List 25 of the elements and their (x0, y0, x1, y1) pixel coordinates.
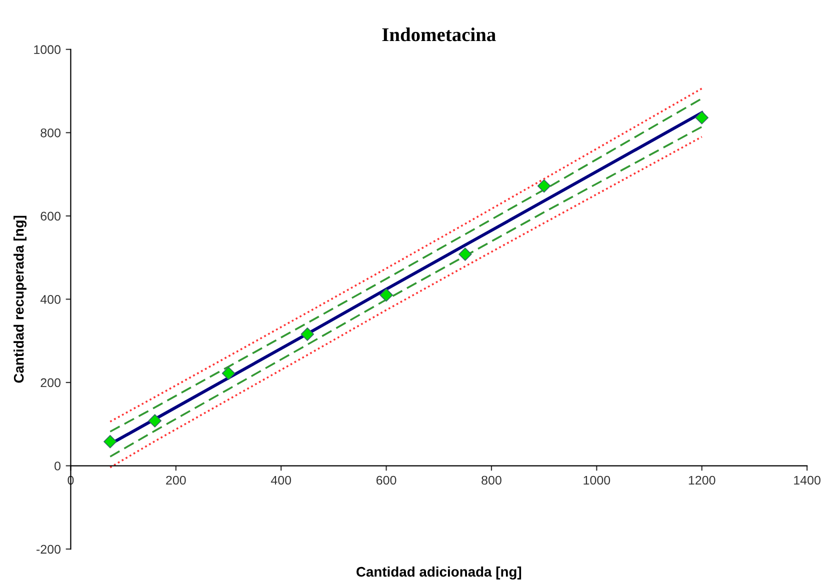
y-tick-label: -200 (36, 544, 61, 554)
y-tick-label: 0 (54, 462, 61, 470)
x-tick-label: 200 (166, 476, 186, 485)
point (104, 434, 117, 448)
x-tick-label: 1400 (794, 476, 820, 485)
y-tick-label: 600 (40, 212, 61, 221)
x-tick-label: 400 (270, 476, 292, 485)
point (148, 414, 162, 428)
point (537, 179, 551, 193)
point (380, 288, 393, 302)
point (458, 248, 472, 261)
y-axis-title: Cantidad recuperada [ng] (14, 216, 27, 383)
x-tick-label: 1200 (688, 476, 716, 485)
y-tick-label: 400 (40, 295, 61, 304)
y-tick-label: 1000 (34, 45, 61, 54)
point (300, 328, 314, 341)
y-tick-label: 200 (40, 378, 61, 388)
x-tick-label: 1000 (584, 476, 610, 485)
chart-title: Indometacina (382, 28, 496, 42)
point (695, 111, 708, 124)
y-tick-label: 800 (40, 128, 61, 138)
x-tick-label: 800 (482, 476, 502, 485)
x-tick-label: 600 (376, 476, 396, 485)
x-axis-title: Cantidad adicionada [ng] (356, 566, 522, 580)
point (222, 366, 236, 380)
